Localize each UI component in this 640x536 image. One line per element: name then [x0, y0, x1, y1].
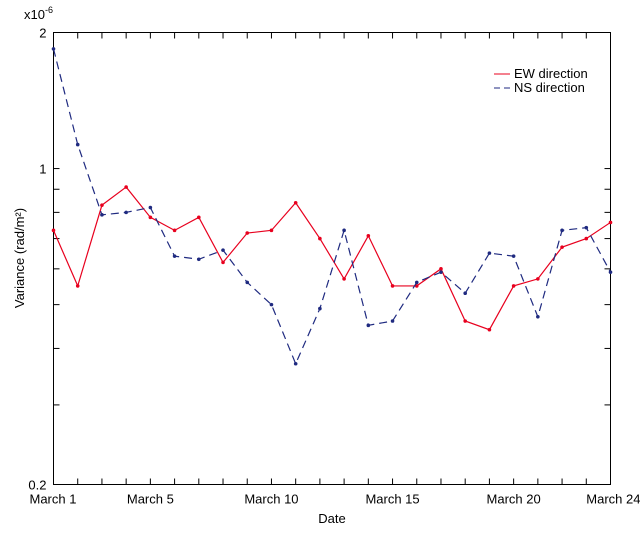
- data-point-ew: [100, 203, 104, 207]
- data-point-ns: [608, 270, 613, 274]
- y-exponent-label: x10-6: [24, 5, 53, 22]
- data-point-ew: [390, 284, 395, 288]
- data-point-ew: [414, 284, 419, 288]
- data-point-ns: [172, 254, 177, 258]
- data-point-ns: [245, 280, 250, 285]
- x-tick-label: March 24: [586, 492, 640, 507]
- axis-ticks: [53, 32, 611, 485]
- series-line-ew: [52, 186, 611, 331]
- data-point-ns: [318, 306, 322, 311]
- data-point-ew: [148, 215, 153, 220]
- data-point-ew: [197, 215, 201, 220]
- data-point-ns: [51, 47, 56, 51]
- data-point-ns: [221, 248, 225, 252]
- x-tick-label: March 10: [244, 492, 298, 507]
- data-point-ns: [197, 257, 201, 262]
- data-point-ns: [414, 280, 419, 285]
- data-point-ns: [124, 210, 128, 215]
- x-axis-title: Date: [318, 511, 345, 526]
- data-point-ns: [293, 361, 298, 366]
- legend: EW direction NS direction: [494, 66, 588, 95]
- data-point-ew: [318, 236, 322, 241]
- data-point-ns: [439, 270, 443, 274]
- data-point-ew: [172, 228, 177, 233]
- data-point-ew: [245, 231, 250, 235]
- data-point-ew: [342, 277, 346, 281]
- data-point-ew: [439, 267, 443, 271]
- data-point-ns: [366, 323, 371, 328]
- data-point-ns: [342, 228, 346, 233]
- data-point-ew: [584, 236, 589, 241]
- y-tick-label: 0.2: [28, 478, 46, 493]
- data-point-ns: [269, 302, 274, 307]
- x-tick-label: March 20: [487, 492, 541, 507]
- data-point-ew: [536, 277, 540, 281]
- legend-ew-label: EW direction: [514, 66, 588, 81]
- series-layer: [51, 47, 613, 366]
- x-tick-label: March 15: [365, 492, 419, 507]
- data-point-ns: [75, 142, 80, 147]
- data-point-ns: [536, 314, 540, 319]
- data-point-ew: [366, 233, 371, 238]
- data-point-ew: [221, 260, 225, 265]
- data-point-ns: [560, 228, 564, 233]
- series-line-ns: [52, 48, 612, 366]
- plot-frame: [53, 32, 611, 485]
- data-point-ew: [51, 228, 56, 233]
- data-point-ns: [100, 213, 104, 217]
- y-tick-label: 2: [39, 26, 46, 41]
- data-point-ew: [511, 284, 516, 288]
- data-point-ew: [560, 245, 564, 249]
- data-point-ew: [269, 228, 274, 233]
- x-tick-label: March 5: [127, 492, 174, 507]
- data-point-ns: [487, 251, 492, 255]
- data-point-ew: [124, 185, 128, 189]
- data-point-ns: [511, 254, 516, 258]
- x-tick-label: March 1: [30, 492, 77, 507]
- y-tick-label: 1: [39, 162, 46, 177]
- data-point-ns: [584, 225, 589, 230]
- data-point-ew: [293, 200, 298, 205]
- y-exponent-power: -6: [45, 5, 53, 15]
- y-axis-title: Variance (rad/m²): [12, 208, 27, 308]
- data-point-ew: [487, 327, 492, 332]
- data-point-ew: [608, 220, 613, 225]
- data-point-ns: [148, 205, 153, 210]
- legend-ns-label: NS direction: [514, 80, 585, 95]
- data-point-ew: [463, 319, 467, 323]
- data-point-ns: [463, 291, 467, 295]
- data-point-ns: [390, 319, 395, 323]
- data-point-ew: [75, 284, 80, 288]
